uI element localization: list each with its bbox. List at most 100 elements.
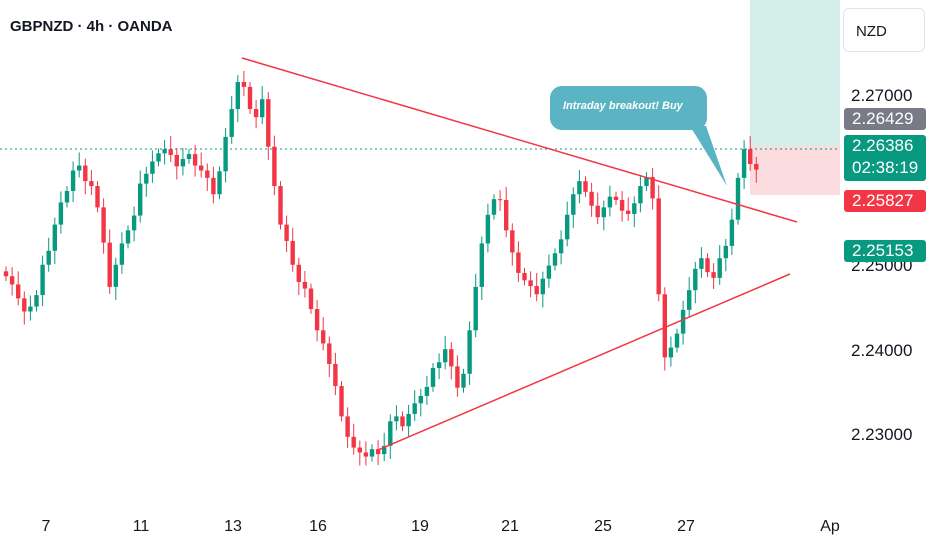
candle-body bbox=[253, 109, 259, 118]
stop-price-badge: 2.25827 bbox=[844, 190, 926, 212]
candle-body bbox=[607, 196, 613, 208]
candle-body bbox=[680, 309, 686, 334]
candle-body bbox=[168, 149, 173, 155]
candle-body bbox=[510, 230, 515, 253]
candle-body bbox=[314, 309, 320, 331]
candle-body bbox=[333, 363, 338, 387]
candle-body bbox=[565, 214, 570, 240]
x-tick-label: 27 bbox=[677, 518, 695, 535]
candle-body bbox=[192, 154, 198, 166]
candle-body bbox=[436, 362, 442, 369]
ascending-trendline[interactable] bbox=[377, 273, 791, 451]
candle-body bbox=[308, 288, 314, 310]
x-tick-label: 11 bbox=[132, 518, 150, 535]
candle-body bbox=[626, 210, 631, 214]
candle-body bbox=[693, 268, 698, 291]
candle-body bbox=[400, 416, 405, 427]
candle-body bbox=[345, 416, 350, 437]
candle-body bbox=[467, 330, 472, 374]
y-tick-label: 2.23000 bbox=[851, 425, 913, 444]
candle-body bbox=[186, 154, 192, 160]
candle-body bbox=[363, 452, 369, 457]
candle-body bbox=[46, 250, 51, 265]
candle-body bbox=[260, 99, 265, 118]
candle-body bbox=[516, 252, 521, 273]
candle-body bbox=[638, 186, 643, 204]
candle-body bbox=[199, 165, 204, 171]
candle-body bbox=[589, 191, 594, 206]
descending-trendline[interactable] bbox=[241, 57, 798, 223]
candle-body bbox=[284, 224, 289, 241]
candle-body bbox=[247, 86, 253, 110]
candle-body bbox=[131, 215, 137, 231]
candle-body bbox=[729, 219, 735, 246]
candle-body bbox=[687, 290, 692, 310]
candle-body bbox=[150, 161, 155, 174]
candle-body bbox=[644, 177, 649, 187]
candle-body bbox=[632, 203, 637, 214]
candle-body bbox=[497, 199, 503, 201]
candle-body bbox=[504, 200, 509, 231]
candle-body bbox=[754, 163, 759, 170]
y-tick-label: 2.24000 bbox=[851, 341, 913, 360]
chart-title: GBPNZD · 4h · OANDA bbox=[10, 18, 173, 35]
candle-body bbox=[613, 196, 619, 200]
candle-body bbox=[101, 207, 106, 243]
candle-body bbox=[296, 264, 301, 282]
candle-body bbox=[455, 366, 460, 388]
candle-body bbox=[327, 343, 332, 364]
candle-body bbox=[394, 416, 399, 422]
candle-body bbox=[77, 165, 82, 171]
candle-body bbox=[107, 242, 112, 287]
candle-body bbox=[699, 258, 704, 269]
candle-body bbox=[601, 207, 606, 218]
candle-body bbox=[369, 449, 375, 457]
candle-body bbox=[748, 149, 753, 164]
candle-body bbox=[735, 177, 741, 220]
candle-body bbox=[52, 224, 57, 251]
bar-countdown: 02:38:19 bbox=[852, 158, 919, 177]
x-tick-label: 7 bbox=[41, 518, 51, 535]
candle-body bbox=[174, 154, 179, 167]
candle-body bbox=[491, 199, 497, 215]
last-price-value: 2.26386 bbox=[852, 136, 914, 155]
candle-body bbox=[302, 281, 308, 289]
candle-body bbox=[711, 272, 716, 278]
candle-body bbox=[662, 294, 667, 358]
candle-body bbox=[668, 347, 674, 358]
candle-body bbox=[357, 447, 362, 453]
candle-body bbox=[412, 403, 417, 414]
candle-body bbox=[382, 445, 387, 455]
currency-button[interactable]: NZD bbox=[843, 8, 925, 52]
candle-body bbox=[9, 276, 15, 285]
candle-body bbox=[741, 149, 747, 178]
candle-body bbox=[473, 286, 478, 331]
candle-body bbox=[266, 99, 271, 147]
candle-body bbox=[546, 265, 552, 279]
candle-body bbox=[278, 186, 283, 225]
candle-body bbox=[522, 272, 527, 281]
candle-body bbox=[705, 258, 710, 273]
candle-body bbox=[674, 333, 680, 348]
candle-body bbox=[723, 245, 728, 259]
candle-body bbox=[205, 170, 210, 178]
level-price-badge: 2.25153 bbox=[844, 240, 926, 262]
candle-body bbox=[138, 183, 143, 216]
candle-body bbox=[534, 286, 539, 295]
x-tick-label: 25 bbox=[594, 518, 612, 535]
candle-body bbox=[180, 159, 186, 167]
candle-body bbox=[144, 173, 149, 184]
candle-body bbox=[388, 421, 393, 446]
candle-body bbox=[235, 81, 240, 110]
candle-body bbox=[40, 264, 45, 296]
loss-zone bbox=[750, 146, 840, 195]
candle-body bbox=[339, 386, 344, 417]
candle-body bbox=[485, 214, 491, 244]
candle-body bbox=[156, 153, 161, 162]
candle-body bbox=[125, 230, 131, 244]
candle-body bbox=[595, 205, 600, 218]
candle-body bbox=[58, 202, 64, 225]
candle-body bbox=[619, 200, 625, 211]
x-tick-label: Ap bbox=[820, 518, 840, 535]
